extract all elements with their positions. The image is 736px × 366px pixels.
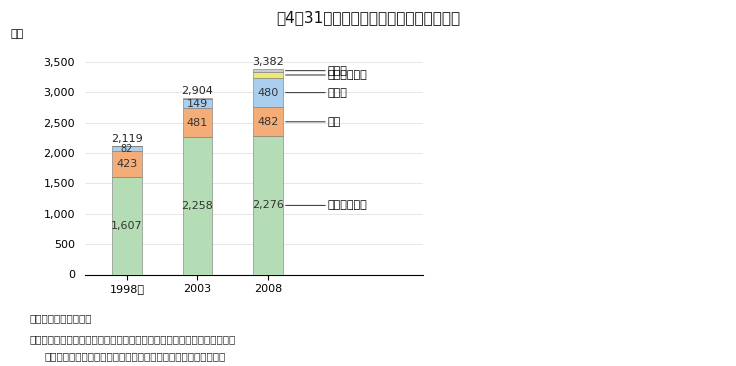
Text: 構造改革特区: 構造改革特区 — [286, 70, 368, 80]
Text: 480: 480 — [258, 87, 279, 98]
Text: 82: 82 — [121, 144, 133, 154]
Text: 2,904: 2,904 — [182, 86, 213, 96]
Bar — [253, 107, 283, 137]
Bar — [183, 138, 212, 274]
Text: 423: 423 — [116, 159, 138, 169]
Text: 図4－31　開設主体別の市民農園数の推移: 図4－31 開設主体別の市民農園数の推移 — [276, 10, 460, 25]
Text: 農協: 農協 — [286, 117, 342, 127]
Bar — [183, 108, 212, 138]
Bar — [183, 99, 212, 108]
Text: 地方公共団体: 地方公共団体 — [286, 201, 368, 210]
Bar — [253, 69, 283, 72]
Bar — [112, 177, 142, 274]
Text: 481: 481 — [187, 118, 208, 128]
Bar — [253, 137, 283, 274]
Bar — [253, 78, 283, 107]
Text: 2,119: 2,119 — [111, 134, 143, 144]
Text: 注：「特定農地貸付けに関する農地法等の特例に関する法律」及び「市民: 注：「特定農地貸付けに関する農地法等の特例に関する法律」及び「市民 — [29, 334, 236, 344]
Text: 2,276: 2,276 — [252, 201, 284, 210]
Bar — [253, 72, 283, 78]
Text: 2,258: 2,258 — [182, 201, 213, 211]
Text: 149: 149 — [187, 99, 208, 109]
Text: か所: か所 — [10, 29, 24, 39]
Bar — [112, 151, 142, 177]
Text: 1,607: 1,607 — [111, 221, 143, 231]
Text: 482: 482 — [258, 117, 279, 127]
Bar — [183, 98, 212, 99]
Bar — [112, 146, 142, 151]
Text: 資料：農林水産省調べ: 資料：農林水産省調べ — [29, 313, 92, 323]
Text: 農業者: 農業者 — [286, 87, 348, 98]
Text: その他: その他 — [286, 66, 348, 76]
Text: 3,382: 3,382 — [252, 57, 284, 67]
Text: 農園整備促進法」に基づき開設されたものの各年度末の数値: 農園整備促進法」に基づき開設されたものの各年度末の数値 — [44, 351, 225, 361]
